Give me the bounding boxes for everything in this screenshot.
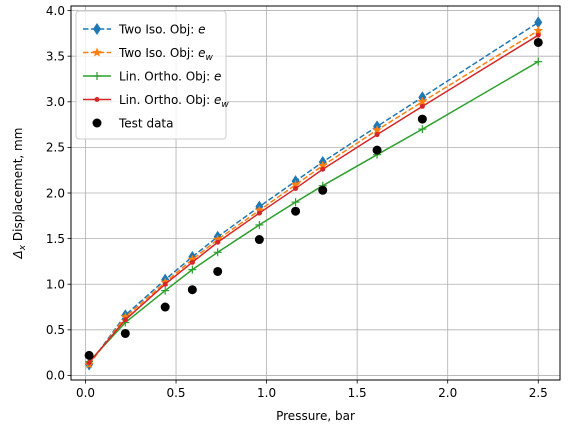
series-1-point bbox=[372, 125, 382, 135]
series-3-point bbox=[86, 360, 92, 366]
test-data-point bbox=[160, 302, 170, 312]
series-0-point bbox=[534, 16, 543, 29]
legend-marker-0 bbox=[93, 23, 101, 35]
legend-label-sub: w bbox=[206, 53, 214, 63]
series-1-point bbox=[317, 160, 328, 170]
legend-label-0: Two Iso. Obj: e bbox=[118, 23, 206, 37]
grid bbox=[71, 6, 560, 380]
legend-label-main: Two Iso. Obj: bbox=[118, 46, 198, 60]
legend-label-var: e bbox=[214, 70, 221, 84]
test-data-point bbox=[291, 206, 301, 216]
ticks: 0.0 0.5 1.0 1.5 2.0 2.5 0.0 0.5 1.0 1.5 2.0 2.5 3.0 3… bbox=[46, 4, 548, 400]
x-tick-label: 0.0 bbox=[76, 386, 95, 400]
series-2-point bbox=[213, 248, 222, 257]
legend-marker-3 bbox=[94, 97, 100, 102]
x-tick-label: 1.5 bbox=[348, 386, 367, 400]
test-data-series bbox=[84, 37, 543, 360]
series-3 bbox=[86, 32, 541, 366]
series-1-point bbox=[417, 96, 428, 106]
y-tick-label: 3.5 bbox=[46, 49, 65, 63]
legend-label-sub: w bbox=[221, 100, 229, 110]
series-1-point bbox=[212, 234, 223, 244]
y-axis-label: Δx Displacement, mm bbox=[11, 128, 28, 260]
series-3-point bbox=[293, 185, 299, 191]
series-2-point bbox=[188, 265, 197, 274]
series-2-point bbox=[255, 220, 264, 229]
legend-label-1: Two Iso. Obj: ew bbox=[118, 46, 214, 63]
series-1 bbox=[84, 25, 544, 369]
series-3-point bbox=[320, 166, 326, 172]
series-2-point bbox=[291, 198, 300, 207]
legend-label-var: e bbox=[214, 93, 221, 107]
test-data-point bbox=[254, 235, 264, 245]
legend-marker-1 bbox=[92, 47, 102, 57]
series-3-point bbox=[162, 281, 168, 287]
series-1-point bbox=[254, 205, 265, 215]
x-tick-label: 2.5 bbox=[529, 386, 548, 400]
series-2-point bbox=[418, 125, 427, 134]
legend-label-var: e bbox=[198, 23, 205, 37]
legend-label-main: Lin. Ortho. Obj: bbox=[119, 70, 214, 84]
series-1-point bbox=[290, 179, 301, 189]
legend-label-test: Test data bbox=[118, 117, 173, 131]
series-2-point bbox=[161, 286, 170, 295]
test-data-point bbox=[120, 328, 130, 338]
legend-label-main: Two Iso. Obj: bbox=[118, 23, 198, 37]
legend-box bbox=[75, 10, 227, 140]
legend-label-3: Lin. Ortho. Obj: ew bbox=[119, 93, 229, 110]
legend-label-var: e bbox=[198, 46, 205, 60]
series-3-point bbox=[189, 259, 195, 265]
series-1-point bbox=[120, 312, 131, 322]
legend-marker-2 bbox=[93, 72, 101, 80]
y-tick-label: 2.0 bbox=[46, 186, 65, 200]
y-tick-label: 0.0 bbox=[46, 369, 65, 383]
test-data-point bbox=[187, 285, 197, 295]
y-tick-label: 1.5 bbox=[46, 232, 65, 246]
y-axis-label-sub: x bbox=[18, 244, 28, 251]
legend-label-2: Lin. Ortho. Obj: e bbox=[119, 70, 221, 84]
series-2 bbox=[85, 57, 543, 366]
test-data-point bbox=[372, 145, 382, 155]
y-tick-label: 1.0 bbox=[46, 278, 65, 292]
y-tick-label: 3.0 bbox=[46, 95, 65, 109]
series-1-point bbox=[187, 254, 198, 264]
y-axis-label-delta: Δ bbox=[11, 250, 25, 259]
series-3-point bbox=[122, 317, 128, 323]
test-data-point bbox=[213, 266, 223, 276]
test-data-point bbox=[533, 37, 543, 47]
y-axis-label-text: Displacement, mm bbox=[11, 128, 25, 245]
y-tick-label: 0.5 bbox=[46, 323, 65, 337]
series-3-point bbox=[374, 132, 380, 138]
series-2-point bbox=[534, 57, 543, 66]
x-tick-label: 1.0 bbox=[257, 386, 276, 400]
series-3-point bbox=[419, 103, 425, 109]
series-3-point bbox=[215, 239, 221, 245]
legend-marker-test bbox=[92, 118, 102, 128]
test-data-point bbox=[417, 114, 427, 124]
y-tick-label: 2.5 bbox=[46, 141, 65, 155]
x-tick-label: 0.5 bbox=[166, 386, 185, 400]
test-data-point bbox=[318, 185, 328, 195]
x-tick-label: 2.0 bbox=[438, 386, 457, 400]
plot-area bbox=[84, 16, 544, 371]
series-3-point bbox=[256, 210, 262, 216]
series-3-point bbox=[535, 32, 541, 38]
y-tick-label: 4.0 bbox=[46, 4, 65, 18]
series-1-point bbox=[533, 25, 544, 35]
x-axis-label: Pressure, bar bbox=[276, 409, 355, 423]
test-data-point bbox=[84, 350, 94, 360]
legend-label-main: Lin. Ortho. Obj: bbox=[119, 93, 214, 107]
